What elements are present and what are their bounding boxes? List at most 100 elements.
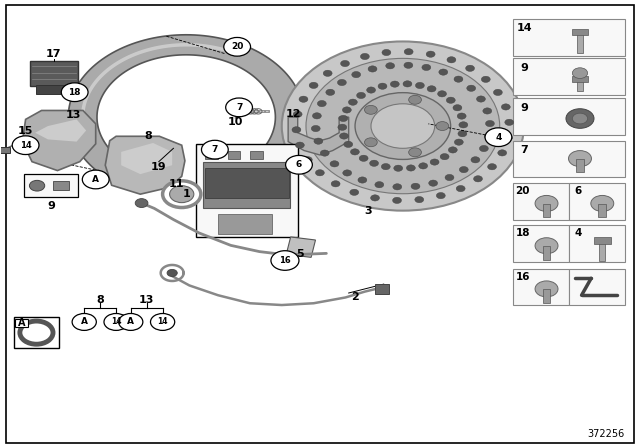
Bar: [576, 159, 584, 172]
Circle shape: [365, 138, 377, 147]
Text: 9: 9: [47, 201, 55, 211]
Circle shape: [535, 195, 558, 211]
Circle shape: [370, 160, 378, 166]
Text: A: A: [127, 318, 134, 327]
Bar: [513, 183, 569, 220]
Circle shape: [535, 281, 558, 297]
Text: 18: 18: [515, 228, 530, 238]
Bar: [577, 34, 583, 52]
Circle shape: [454, 76, 463, 82]
Circle shape: [409, 95, 421, 104]
Circle shape: [430, 159, 439, 165]
Circle shape: [474, 176, 483, 182]
Circle shape: [344, 141, 353, 147]
Bar: [513, 141, 625, 177]
Text: 20: 20: [515, 186, 530, 196]
Circle shape: [460, 167, 468, 173]
Bar: [513, 99, 625, 135]
Polygon shape: [35, 119, 86, 142]
Circle shape: [375, 181, 384, 188]
Circle shape: [535, 238, 558, 254]
Circle shape: [371, 104, 435, 148]
Text: 14: 14: [516, 23, 532, 33]
Circle shape: [83, 170, 109, 189]
Circle shape: [477, 96, 485, 102]
Circle shape: [163, 181, 201, 207]
Circle shape: [505, 119, 514, 125]
Circle shape: [415, 82, 424, 89]
Circle shape: [150, 314, 175, 331]
Text: 8: 8: [145, 131, 152, 141]
Bar: [594, 237, 611, 244]
Text: 8: 8: [96, 295, 104, 305]
Circle shape: [338, 124, 347, 130]
Bar: [14, 318, 59, 348]
Circle shape: [422, 64, 431, 70]
Text: 16: 16: [515, 271, 530, 281]
Circle shape: [404, 62, 413, 69]
Circle shape: [471, 157, 480, 163]
Bar: [15, 319, 28, 327]
Circle shape: [419, 163, 428, 169]
Circle shape: [427, 86, 436, 92]
Text: 4: 4: [575, 228, 582, 238]
Circle shape: [498, 150, 507, 156]
Bar: [376, 284, 390, 294]
Bar: [577, 81, 583, 91]
Circle shape: [12, 136, 39, 155]
Circle shape: [404, 48, 413, 55]
Text: A: A: [81, 318, 88, 327]
Circle shape: [436, 193, 445, 199]
Circle shape: [411, 183, 420, 190]
Circle shape: [429, 180, 438, 186]
Circle shape: [118, 314, 143, 331]
Bar: [569, 268, 625, 305]
Text: 14: 14: [157, 318, 168, 327]
Circle shape: [481, 76, 490, 82]
Circle shape: [337, 79, 346, 86]
Circle shape: [483, 108, 492, 114]
Circle shape: [426, 51, 435, 57]
Circle shape: [436, 121, 449, 130]
Text: 5: 5: [296, 249, 303, 259]
Circle shape: [365, 105, 377, 114]
Circle shape: [309, 82, 318, 89]
Text: A: A: [92, 175, 99, 184]
Circle shape: [493, 89, 502, 95]
Circle shape: [572, 68, 588, 78]
Circle shape: [317, 100, 326, 107]
Circle shape: [312, 113, 321, 119]
Circle shape: [293, 111, 302, 117]
Circle shape: [339, 115, 348, 121]
Bar: [543, 204, 550, 217]
Bar: [513, 268, 569, 305]
Circle shape: [447, 57, 456, 63]
Text: 1: 1: [182, 189, 190, 199]
Bar: [205, 168, 289, 198]
Circle shape: [438, 90, 447, 97]
Circle shape: [459, 122, 468, 128]
Circle shape: [292, 127, 301, 133]
Circle shape: [311, 125, 320, 132]
Text: 10: 10: [228, 117, 243, 128]
Polygon shape: [121, 143, 172, 174]
Bar: [598, 204, 606, 217]
Circle shape: [271, 251, 299, 270]
Polygon shape: [68, 35, 304, 189]
Circle shape: [403, 81, 412, 87]
Circle shape: [479, 146, 488, 151]
Circle shape: [61, 83, 88, 102]
Text: 6: 6: [575, 186, 582, 196]
Circle shape: [386, 63, 395, 69]
Text: 13: 13: [66, 110, 81, 120]
Circle shape: [167, 269, 177, 276]
Bar: [24, 174, 78, 197]
Text: 372256: 372256: [588, 429, 625, 439]
Circle shape: [358, 177, 367, 183]
Text: 2: 2: [351, 293, 359, 302]
Circle shape: [352, 72, 361, 78]
Circle shape: [72, 314, 97, 331]
Text: 7: 7: [236, 103, 243, 112]
Circle shape: [351, 149, 359, 155]
Bar: [205, 151, 218, 159]
